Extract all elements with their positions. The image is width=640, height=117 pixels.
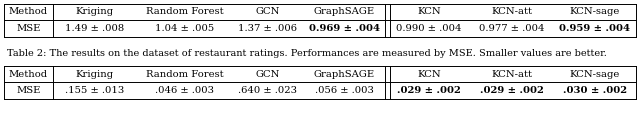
Text: KCN: KCN (417, 7, 441, 16)
Text: GCN: GCN (255, 7, 280, 16)
Text: GCN: GCN (255, 69, 280, 79)
Text: KCN: KCN (417, 69, 441, 79)
Text: Random Forest: Random Forest (146, 69, 223, 79)
Text: Kriging: Kriging (76, 7, 113, 16)
Text: .029 ± .002: .029 ± .002 (397, 86, 461, 95)
Text: Random Forest: Random Forest (146, 7, 223, 16)
Text: 1.37 ± .006: 1.37 ± .006 (237, 24, 297, 33)
Text: 1.49 ± .008: 1.49 ± .008 (65, 24, 124, 33)
Text: 1.04 ± .005: 1.04 ± .005 (155, 24, 214, 33)
Text: GraphSAGE: GraphSAGE (314, 69, 374, 79)
Text: KCN-sage: KCN-sage (570, 69, 620, 79)
Text: 0.959 ± .004: 0.959 ± .004 (559, 24, 630, 33)
Text: GraphSAGE: GraphSAGE (314, 7, 374, 16)
Text: KCN-sage: KCN-sage (570, 7, 620, 16)
Text: .046 ± .003: .046 ± .003 (156, 86, 214, 95)
Text: Method: Method (9, 69, 48, 79)
Text: .056 ± .003: .056 ± .003 (315, 86, 374, 95)
Text: MSE: MSE (17, 24, 41, 33)
Text: Kriging: Kriging (76, 69, 113, 79)
Text: 0.969 ± .004: 0.969 ± .004 (308, 24, 380, 33)
Text: Method: Method (9, 7, 48, 16)
Text: MSE: MSE (17, 86, 41, 95)
Text: 0.990 ± .004: 0.990 ± .004 (396, 24, 462, 33)
Text: .030 ± .002: .030 ± .002 (563, 86, 627, 95)
Text: .640 ± .023: .640 ± .023 (237, 86, 297, 95)
Text: KCN-att: KCN-att (492, 69, 532, 79)
Text: KCN-att: KCN-att (492, 7, 532, 16)
Text: 0.977 ± .004: 0.977 ± .004 (479, 24, 545, 33)
Text: .029 ± .002: .029 ± .002 (480, 86, 544, 95)
Text: Table 2: The results on the dataset of restaurant ratings. Performances are meas: Table 2: The results on the dataset of r… (7, 49, 607, 58)
Text: .155 ± .013: .155 ± .013 (65, 86, 124, 95)
